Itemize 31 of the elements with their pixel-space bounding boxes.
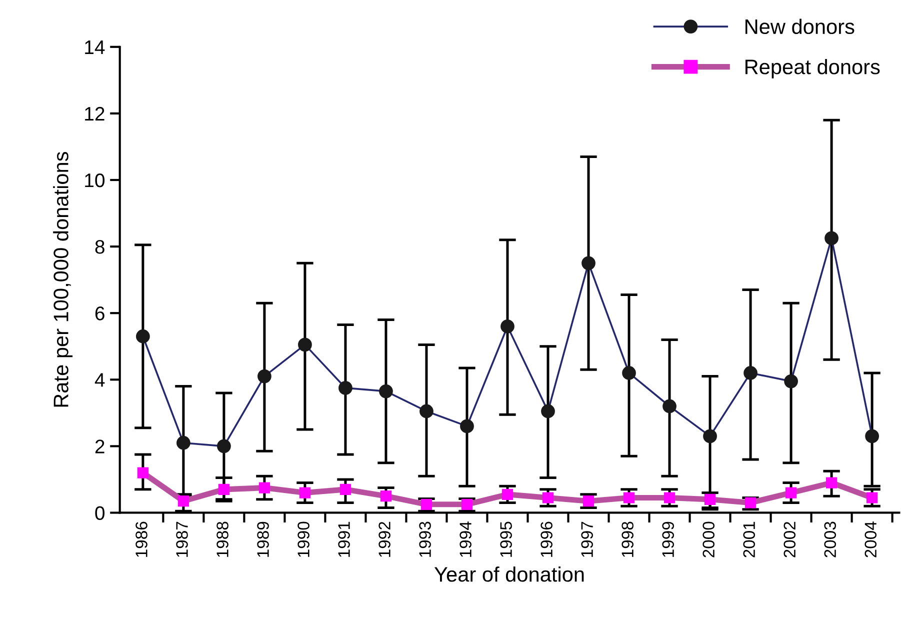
x-tick-label: 1993 bbox=[419, 522, 431, 557]
y-tick-label: 6 bbox=[95, 306, 104, 320]
x-tick-label: 1991 bbox=[338, 522, 350, 557]
legend-label: New donors bbox=[746, 18, 854, 34]
x-tick-label: 2000 bbox=[702, 522, 714, 558]
legend-label: Repeat donors bbox=[746, 59, 880, 78]
x-tick-label: 1997 bbox=[581, 522, 593, 557]
x-tick-label: 2004 bbox=[864, 522, 877, 558]
x-tick-label: 1996 bbox=[540, 522, 552, 557]
x-tick-label: 1988 bbox=[216, 522, 228, 557]
y-tick-label: 4 bbox=[94, 373, 105, 387]
x-tick-label: 2002 bbox=[784, 522, 796, 558]
x-axis-title: Year of donation bbox=[434, 566, 584, 582]
x-tick-label: 1987 bbox=[176, 522, 188, 557]
y-tick-label: 10 bbox=[85, 173, 104, 188]
x-tick-label: 1986 bbox=[136, 522, 148, 557]
x-tick-label: 1995 bbox=[500, 522, 512, 557]
y-tick-label: 0 bbox=[95, 506, 104, 520]
x-tick-label: 2001 bbox=[743, 522, 756, 558]
x-tick-label: 1990 bbox=[298, 522, 310, 557]
x-tick-label: 1999 bbox=[662, 522, 674, 557]
y-tick-label: 2 bbox=[95, 440, 104, 454]
y-axis-title: Rate per 100,000 donations bbox=[53, 152, 73, 407]
x-tick-label: 2003 bbox=[824, 522, 836, 558]
x-tick-label: 1992 bbox=[378, 522, 390, 557]
x-tick-label: 1994 bbox=[460, 522, 472, 557]
y-tick-label: 8 bbox=[95, 240, 104, 254]
x-tick-label: 1998 bbox=[622, 522, 634, 557]
y-tick-label: 14 bbox=[85, 40, 105, 54]
y-tick-label: 12 bbox=[85, 106, 104, 120]
x-tick-label: 1989 bbox=[257, 522, 269, 557]
